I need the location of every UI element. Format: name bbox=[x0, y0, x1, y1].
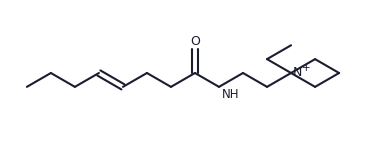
Text: O: O bbox=[190, 35, 200, 48]
Text: N: N bbox=[293, 66, 302, 80]
Text: +: + bbox=[302, 63, 311, 73]
Text: NH: NH bbox=[222, 88, 239, 101]
